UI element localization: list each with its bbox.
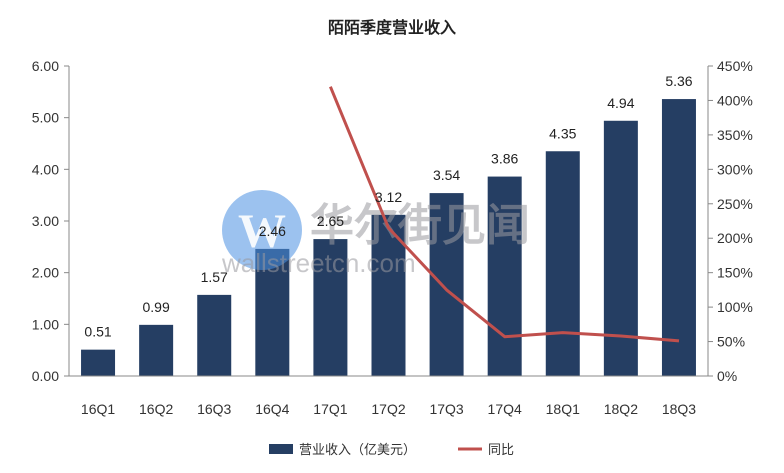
watermark-en: wallstreetcn.com [221, 248, 416, 278]
left-axis-tick-label: 2.00 [32, 265, 59, 281]
x-axis-tick-label: 16Q1 [81, 401, 115, 417]
bar [81, 349, 116, 376]
bar-data-label: 0.51 [84, 324, 111, 340]
watermark-logo-letter: W [238, 205, 286, 258]
x-axis-tick-label: 17Q1 [313, 401, 347, 417]
legend-label-yoy: 同比 [488, 443, 514, 458]
bar [603, 120, 638, 377]
right-axis-tick-label: 350% [717, 127, 753, 143]
bar-data-label: 3.54 [433, 167, 460, 183]
bar [661, 99, 696, 377]
x-axis-tick-label: 16Q4 [255, 401, 289, 417]
right-axis-tick-label: 100% [717, 299, 753, 315]
bar [545, 151, 580, 376]
bar [487, 176, 522, 376]
right-axis-tick-label: 400% [717, 92, 753, 108]
left-axis-tick-label: 1.00 [32, 316, 59, 332]
bar-data-label: 0.99 [143, 299, 170, 315]
yoy-line [329, 86, 680, 343]
bar-data-label: 3.86 [491, 151, 518, 167]
right-axis-tick-label: 200% [717, 230, 753, 246]
legend-swatch-revenue [269, 444, 293, 454]
legend: 营业收入（亿美元） 同比 [269, 443, 514, 458]
bar-data-label: 2.46 [259, 223, 286, 239]
right-axis-tick-label: 450% [717, 58, 753, 74]
bar-data-label: 1.57 [201, 269, 228, 285]
watermark-logo-icon [222, 190, 302, 270]
right-axis-tick-label: 0% [717, 368, 737, 384]
bar-data-label: 3.12 [375, 189, 402, 205]
bar-data-label: 4.94 [607, 95, 634, 111]
x-axis-tick-label: 18Q3 [662, 401, 696, 417]
bar [197, 294, 232, 376]
bar [139, 324, 174, 376]
x-axis-tick-label: 18Q2 [604, 401, 638, 417]
bar [313, 239, 348, 376]
bar-data-label: 5.36 [665, 73, 692, 89]
chart-title: 陌陌季度营业收入 [328, 18, 456, 37]
watermark: W 华尔街见闻 wallstreetcn.com [221, 190, 530, 278]
left-axis-tick-label: 5.00 [32, 110, 59, 126]
x-axis-tick-label: 16Q2 [139, 401, 173, 417]
bar [429, 193, 464, 376]
bar-data-label: 4.35 [549, 125, 576, 141]
x-axis-tick-label: 17Q2 [371, 401, 405, 417]
left-axis-tick-label: 3.00 [32, 213, 59, 229]
x-axis-tick-label: 16Q3 [197, 401, 231, 417]
right-axis: 0% 50% 100% 150% 200% 250% 300% 350% 400% 450% [707, 58, 753, 384]
watermark-cn: 华尔街见闻 [310, 200, 530, 251]
x-axis-tick-label: 17Q3 [429, 401, 463, 417]
data-labels: 0.51 0.99 1.57 2.46 2.65 3.12 3.54 3.86 4.35 4.94… [84, 73, 692, 340]
legend-label-revenue: 营业收入（亿美元） [299, 443, 416, 458]
bar-data-label: 2.65 [317, 213, 344, 229]
right-axis-tick-label: 300% [717, 161, 753, 177]
yoy-line-series [329, 86, 680, 343]
right-axis-tick-label: 50% [717, 334, 745, 350]
x-axis-tick-label: 18Q1 [546, 401, 580, 417]
right-axis-tick-label: 250% [717, 196, 753, 212]
x-axis: 16Q1 16Q2 16Q3 16Q4 17Q1 17Q2 17Q3 17Q4 18Q1 18Q2… [69, 375, 708, 417]
left-axis-tick-label: 0.00 [32, 368, 59, 384]
bars [81, 99, 696, 377]
left-axis-tick-label: 4.00 [32, 161, 59, 177]
left-axis: 0.00 1.00 2.00 3.00 4.00 5.00 6.00 [32, 58, 70, 384]
x-axis-tick-label: 17Q4 [488, 401, 522, 417]
bar [255, 248, 290, 376]
left-axis-tick-label: 6.00 [32, 58, 59, 74]
right-axis-tick-label: 150% [717, 265, 753, 281]
